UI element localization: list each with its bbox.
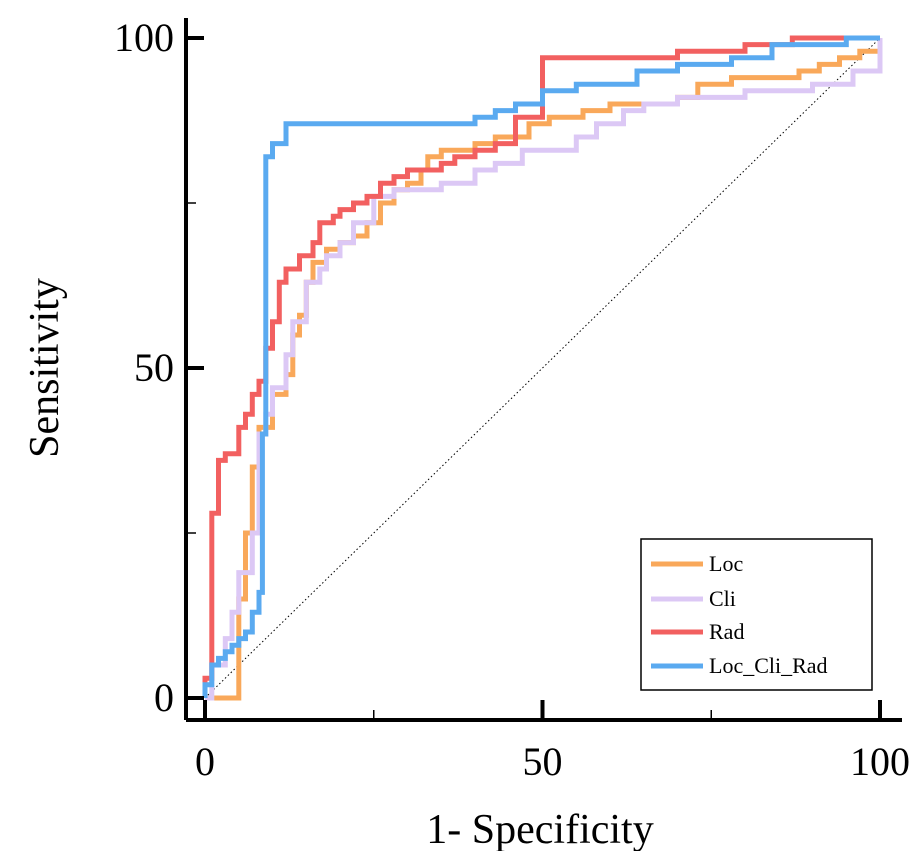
legend-label-loc-cli-rad: Loc_Cli_Rad bbox=[709, 653, 828, 678]
y-axis-title: Sensitivity bbox=[22, 278, 68, 458]
y-tick-label: 0 bbox=[154, 675, 174, 720]
series-layer bbox=[202, 35, 883, 701]
series-line-cli bbox=[205, 38, 883, 701]
axes: 0 50 100 0 50 100 bbox=[114, 15, 910, 784]
axis-ticks: 0 50 100 0 50 100 bbox=[114, 15, 910, 784]
y-tick-label: 100 bbox=[114, 15, 174, 60]
legend-label-rad: Rad bbox=[709, 619, 744, 644]
plot-area bbox=[202, 35, 883, 701]
reference-diagonal-line bbox=[204, 37, 881, 699]
x-tick-label: 100 bbox=[850, 739, 910, 784]
series-line-rad bbox=[202, 35, 880, 698]
x-tick-label: 0 bbox=[195, 739, 215, 784]
legend-label-loc: Loc bbox=[709, 551, 743, 576]
x-axis-title: 1- Specificity bbox=[426, 807, 653, 851]
y-tick-label: 50 bbox=[134, 345, 174, 390]
legend: Loc Cli Rad Loc_Cli_Rad bbox=[640, 538, 873, 691]
series-line-loc-cli-rad bbox=[202, 35, 880, 698]
x-tick-label: 50 bbox=[523, 739, 563, 784]
legend-label-cli: Cli bbox=[709, 586, 736, 611]
